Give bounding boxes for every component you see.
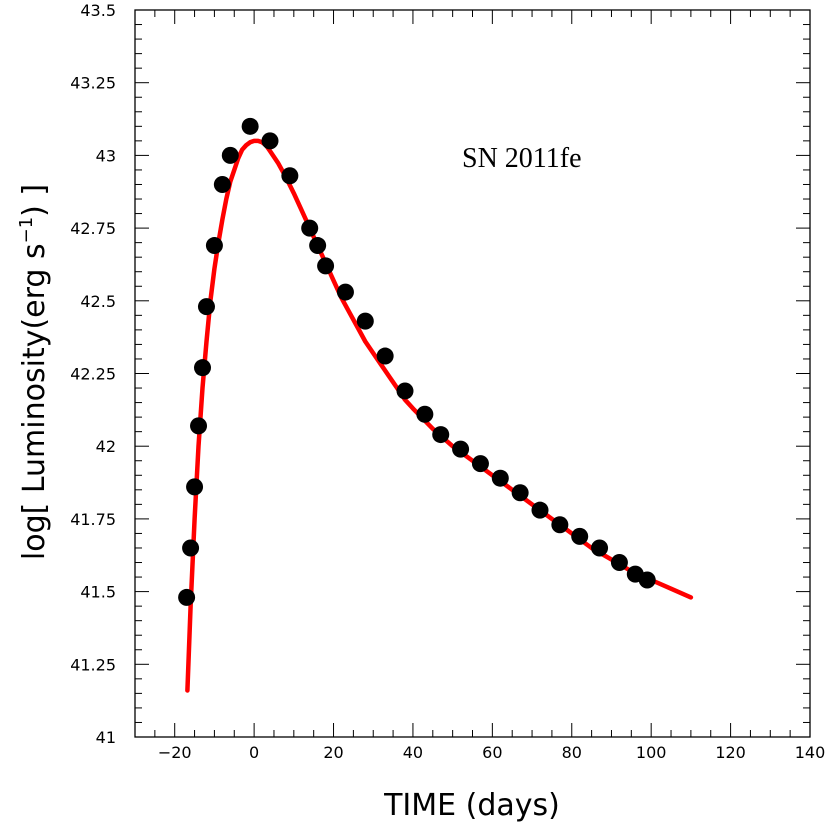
y-axis-title: log[ Luminosity(erg s−1) ] [16,184,52,560]
data-point [591,539,609,557]
data-point [190,417,208,435]
x-tick-label: 60 [482,743,502,762]
data-point [197,298,215,316]
y-axis-title-superscript: −1 [16,217,37,244]
data-point [356,312,374,330]
axis-ticks [134,9,811,738]
data-point [281,167,299,185]
data-point [511,484,529,502]
data-point [571,527,589,545]
x-tick-label: −20 [158,743,192,762]
y-axis-title-prefix: log[ Luminosity(erg s [17,243,52,560]
y-tick-label: 43.25 [70,74,116,93]
data-point [452,440,470,458]
y-tick-label: 42.5 [80,292,116,311]
data-point [186,478,204,496]
data-point [205,237,223,255]
x-tick-label: 100 [636,743,667,762]
y-tick-label: 42.25 [70,365,116,384]
data-point [241,117,259,135]
x-tick-label: 80 [562,743,582,762]
data-point [221,146,239,164]
y-tick-label: 41.75 [70,510,116,529]
data-point [432,426,450,444]
y-tick-label: 42.75 [70,219,116,238]
x-tick-label: 0 [249,743,259,762]
fit-curve-layer [185,138,694,693]
x-tick-label: 40 [403,743,423,762]
y-tick-label: 43.5 [80,1,116,20]
x-tick-label: 140 [795,743,826,762]
y-tick-labels: 41 41.25 41.5 41.75 42 42.25 42.5 42.75 43 43.25 4… [70,1,116,747]
data-point [416,405,434,423]
y-tick-label: 42 [96,437,116,456]
data-point [610,554,628,572]
data-point [182,539,200,557]
fit-curve [185,138,694,693]
data-point [178,588,196,606]
data-point [491,469,509,487]
data-point [638,571,656,589]
data-point [336,283,354,301]
data-point [396,382,414,400]
data-point [471,455,489,473]
x-tick-labels: −20 0 20 40 60 80 100 120 140 [158,743,825,762]
y-axis-title-suffix: ) ] [17,184,52,217]
x-tick-label: 20 [323,743,343,762]
x-axis-title: TIME (days) [383,788,560,823]
data-point [261,132,279,150]
y-tick-label: 41.5 [80,583,116,602]
data-point [213,175,231,193]
y-tick-label: 41 [96,728,116,747]
data-point [531,501,549,519]
data-point [376,347,394,365]
annotation-label: SN 2011fe [462,143,582,174]
x-tick-label: 120 [715,743,746,762]
data-point [301,219,319,237]
y-tick-label: 41.25 [70,655,116,674]
y-tick-label: 43 [96,146,116,165]
data-point [194,359,211,377]
data-point [317,257,335,275]
plot-frame [134,9,811,738]
data-points-layer [178,117,656,606]
data-point [551,516,569,534]
data-point [309,237,327,255]
